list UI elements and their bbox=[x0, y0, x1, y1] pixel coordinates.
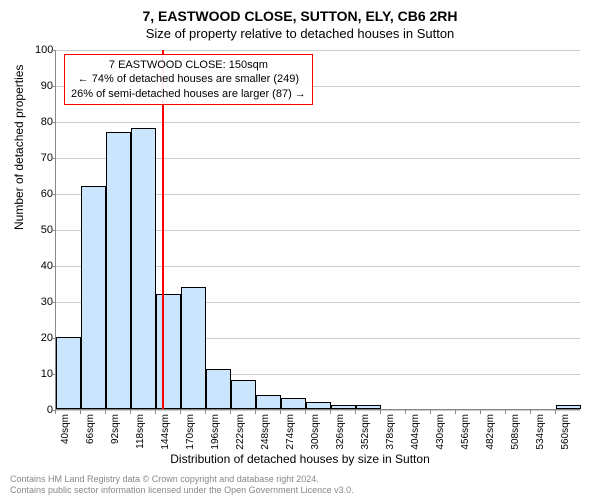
histogram-bar bbox=[306, 402, 331, 409]
x-tick-mark bbox=[455, 410, 456, 414]
x-tick-label: 560sqm bbox=[560, 414, 571, 454]
x-tick-mark bbox=[55, 410, 56, 414]
footer-attribution: Contains HM Land Registry data © Crown c… bbox=[10, 474, 354, 496]
x-tick-mark bbox=[255, 410, 256, 414]
annotation-line: 7 EASTWOOD CLOSE: 150sqm bbox=[71, 58, 306, 72]
x-tick-mark bbox=[530, 410, 531, 414]
annotation-box: 7 EASTWOOD CLOSE: 150sqm← 74% of detache… bbox=[64, 54, 313, 105]
y-tick-mark bbox=[51, 50, 55, 51]
x-tick-mark bbox=[405, 410, 406, 414]
x-tick-mark bbox=[505, 410, 506, 414]
histogram-bar bbox=[131, 128, 156, 409]
x-tick-mark bbox=[80, 410, 81, 414]
histogram-bar bbox=[256, 395, 281, 409]
footer-line2: Contains public sector information licen… bbox=[10, 485, 354, 496]
grid-line bbox=[56, 122, 580, 123]
y-tick-mark bbox=[51, 194, 55, 195]
x-tick-label: 118sqm bbox=[135, 414, 146, 454]
x-tick-label: 404sqm bbox=[410, 414, 421, 454]
y-tick-mark bbox=[51, 374, 55, 375]
x-tick-label: 456sqm bbox=[460, 414, 471, 454]
histogram-bar bbox=[81, 186, 106, 409]
x-tick-label: 170sqm bbox=[185, 414, 196, 454]
footer-line1: Contains HM Land Registry data © Crown c… bbox=[10, 474, 354, 485]
x-tick-mark bbox=[230, 410, 231, 414]
x-tick-mark bbox=[155, 410, 156, 414]
x-tick-mark bbox=[355, 410, 356, 414]
x-tick-label: 300sqm bbox=[310, 414, 321, 454]
x-tick-mark bbox=[305, 410, 306, 414]
grid-line bbox=[56, 50, 580, 51]
x-tick-label: 352sqm bbox=[360, 414, 371, 454]
x-tick-label: 196sqm bbox=[210, 414, 221, 454]
x-tick-label: 144sqm bbox=[160, 414, 171, 454]
x-tick-mark bbox=[480, 410, 481, 414]
histogram-bar bbox=[331, 405, 356, 409]
histogram-bar bbox=[356, 405, 381, 409]
annotation-line: 26% of semi-detached houses are larger (… bbox=[71, 87, 306, 101]
x-tick-mark bbox=[280, 410, 281, 414]
y-tick-mark bbox=[51, 86, 55, 87]
chart-title-main: 7, EASTWOOD CLOSE, SUTTON, ELY, CB6 2RH bbox=[0, 8, 600, 24]
x-tick-label: 40sqm bbox=[60, 414, 71, 454]
y-tick-mark bbox=[51, 302, 55, 303]
histogram-bar bbox=[56, 337, 81, 409]
histogram-bar bbox=[156, 294, 181, 409]
x-tick-label: 274sqm bbox=[285, 414, 296, 454]
plot-area: 7 EASTWOOD CLOSE: 150sqm← 74% of detache… bbox=[55, 50, 580, 410]
x-tick-mark bbox=[130, 410, 131, 414]
histogram-bar bbox=[231, 380, 256, 409]
x-tick-mark bbox=[180, 410, 181, 414]
x-tick-label: 430sqm bbox=[435, 414, 446, 454]
x-tick-label: 248sqm bbox=[260, 414, 271, 454]
x-tick-label: 534sqm bbox=[535, 414, 546, 454]
x-tick-label: 222sqm bbox=[235, 414, 246, 454]
histogram-bar bbox=[281, 398, 306, 409]
x-tick-mark bbox=[430, 410, 431, 414]
histogram-bar bbox=[206, 369, 231, 409]
x-tick-mark bbox=[555, 410, 556, 414]
x-tick-label: 92sqm bbox=[110, 414, 121, 454]
y-tick-mark bbox=[51, 158, 55, 159]
x-tick-label: 508sqm bbox=[510, 414, 521, 454]
grid-line bbox=[56, 410, 580, 411]
x-tick-label: 66sqm bbox=[85, 414, 96, 454]
x-tick-mark bbox=[380, 410, 381, 414]
y-tick-mark bbox=[51, 122, 55, 123]
x-tick-mark bbox=[330, 410, 331, 414]
annotation-line: ← 74% of detached houses are smaller (24… bbox=[71, 72, 306, 86]
y-tick-mark bbox=[51, 338, 55, 339]
y-axis-label: Number of detached properties bbox=[12, 65, 26, 230]
x-tick-label: 482sqm bbox=[485, 414, 496, 454]
x-tick-label: 378sqm bbox=[385, 414, 396, 454]
chart-title-sub: Size of property relative to detached ho… bbox=[0, 26, 600, 41]
x-axis-label: Distribution of detached houses by size … bbox=[0, 452, 600, 466]
x-tick-mark bbox=[205, 410, 206, 414]
y-tick-mark bbox=[51, 266, 55, 267]
y-tick-mark bbox=[51, 230, 55, 231]
histogram-bar bbox=[106, 132, 131, 409]
histogram-bar bbox=[181, 287, 206, 409]
histogram-bar bbox=[556, 405, 581, 409]
x-tick-mark bbox=[105, 410, 106, 414]
x-tick-label: 326sqm bbox=[335, 414, 346, 454]
